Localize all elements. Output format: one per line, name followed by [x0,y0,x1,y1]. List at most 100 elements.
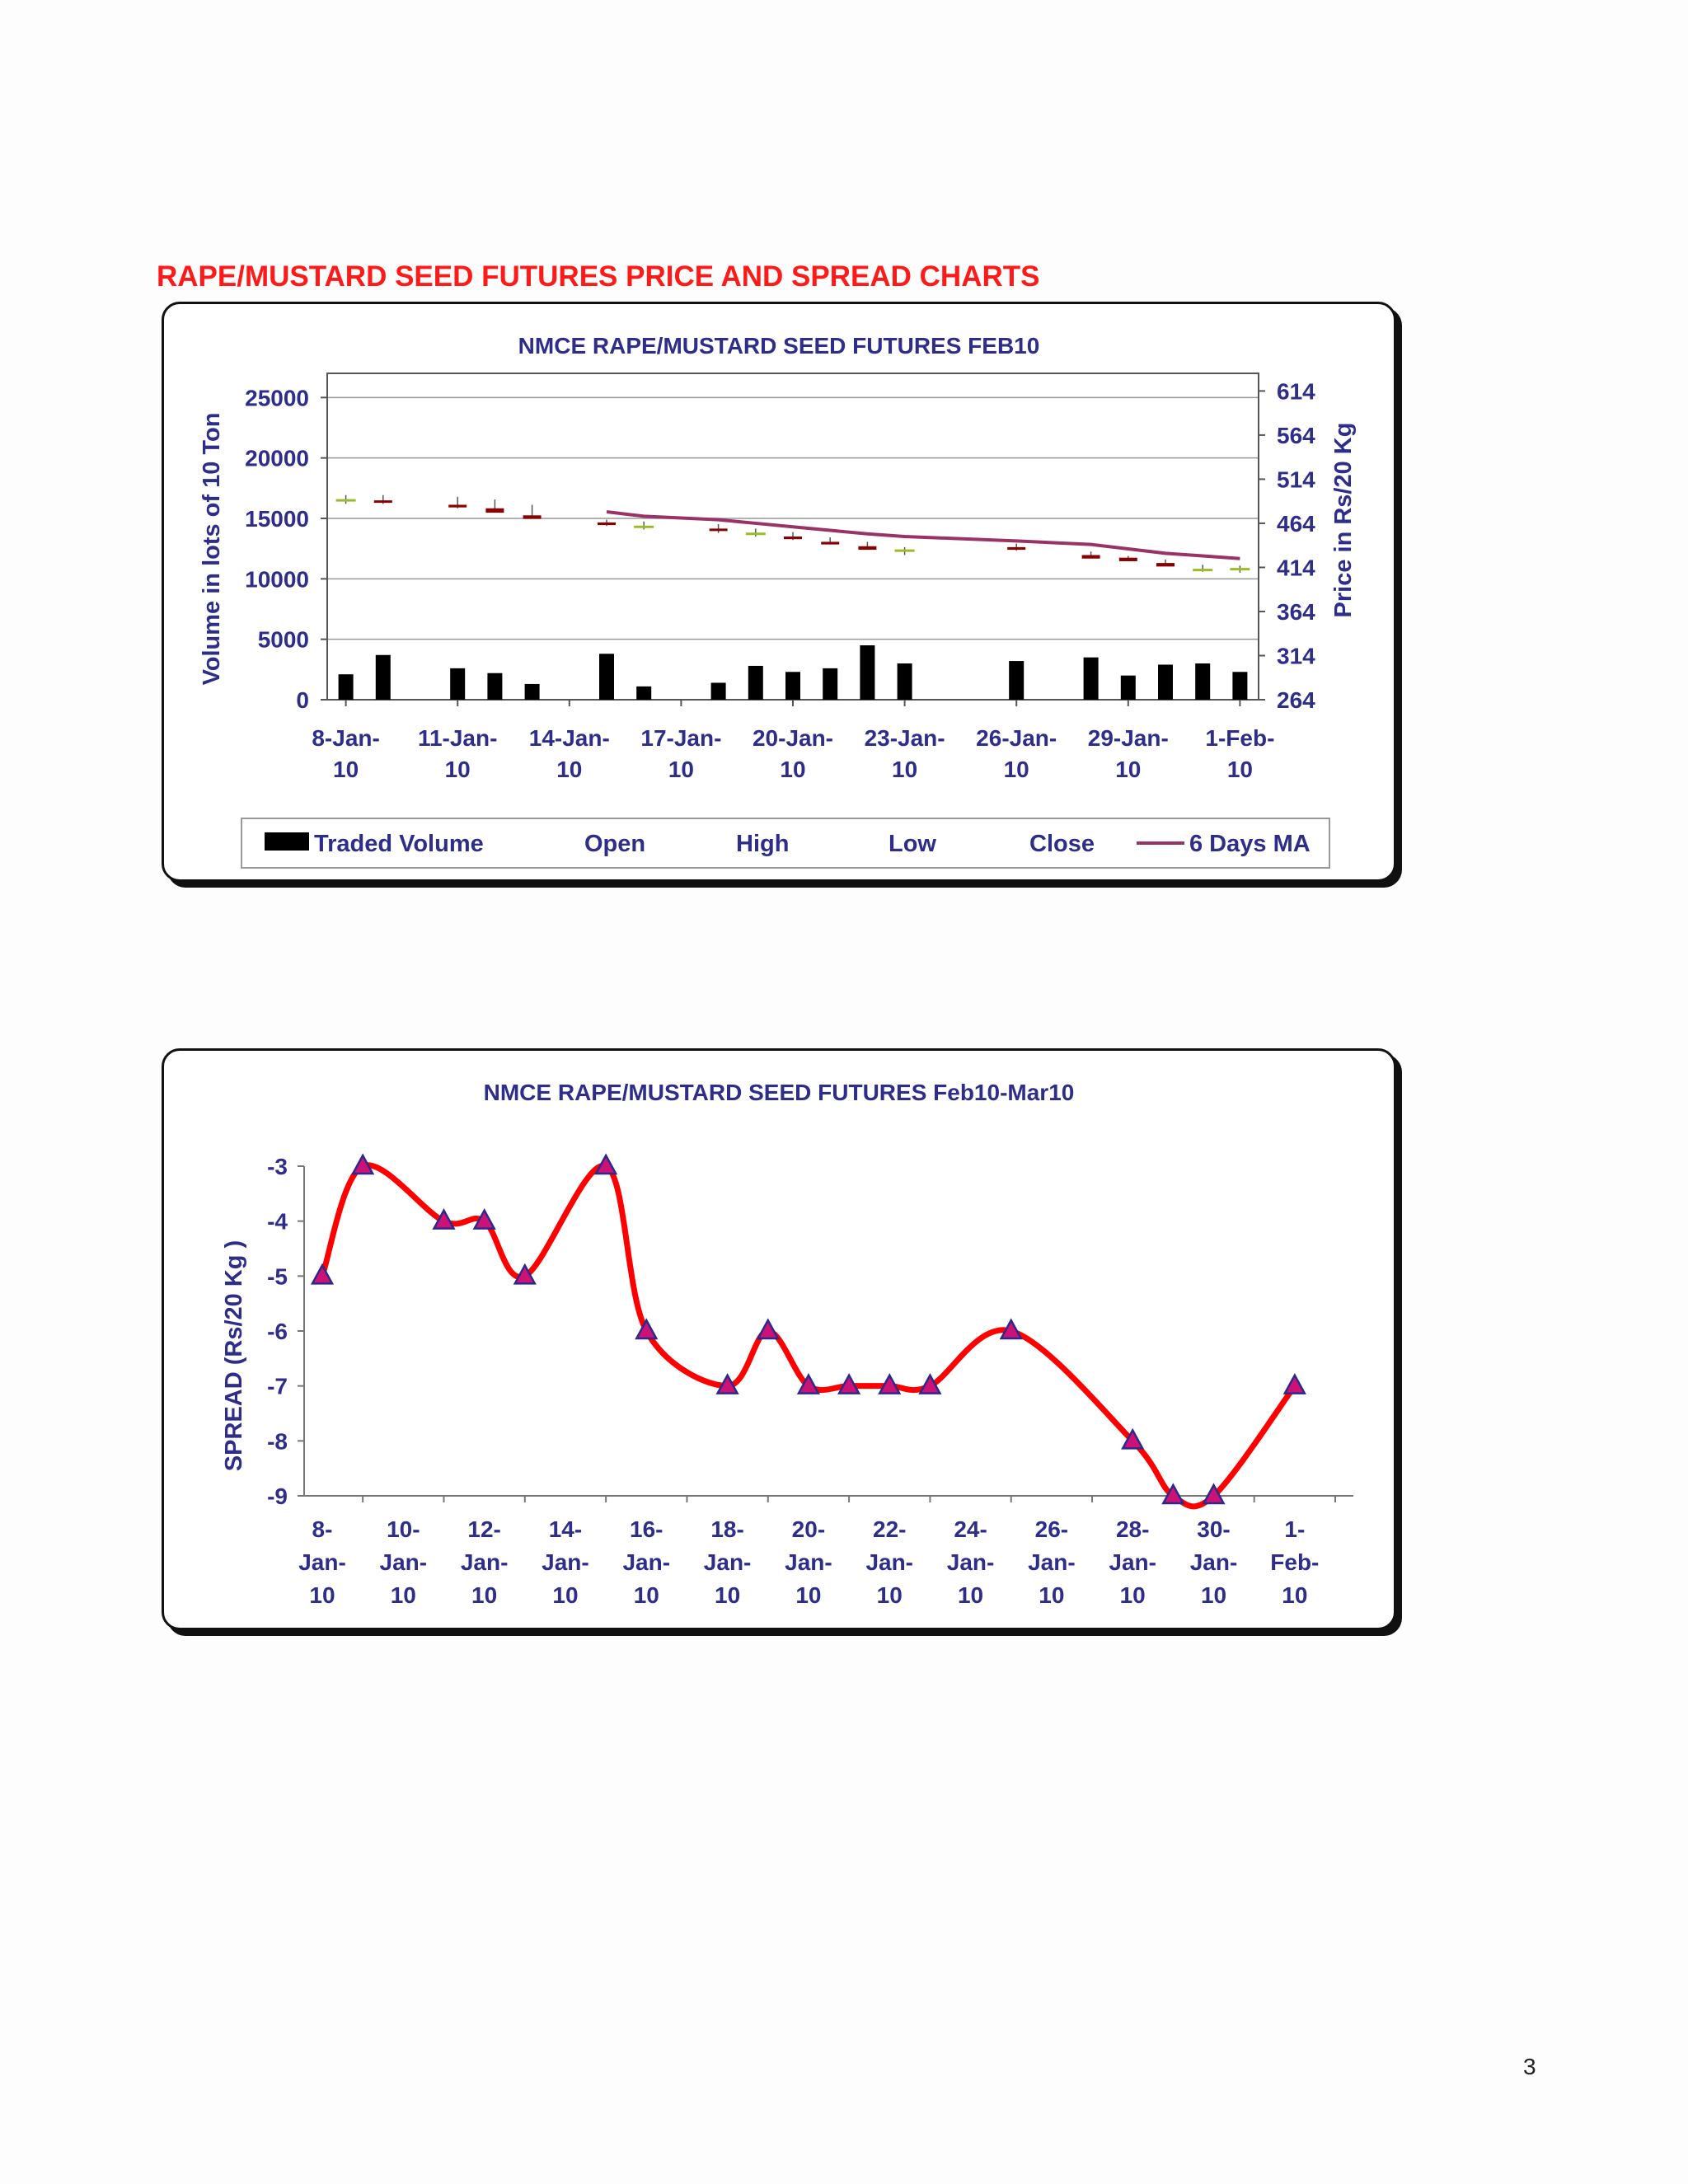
x-tick-line: 1- [1284,1516,1305,1542]
y2-tick-label: 314 [1277,643,1315,668]
legend-close-label: Close [1029,831,1095,857]
legend-open-label: Open [584,831,645,857]
y-tick-label: 20000 [245,446,309,471]
spread-point [310,1263,335,1285]
x-tick-line: 10 [715,1582,740,1608]
x-tick-line: Jan- [380,1549,428,1575]
candle-body [598,522,616,526]
spread-point [918,1373,942,1394]
x-tick-line: 26- [1035,1516,1068,1542]
candle-body [858,546,877,551]
spread-point [513,1263,537,1285]
volume-bar [1195,663,1211,700]
candle-body [373,500,392,504]
volume-bar [1232,672,1248,700]
volume-bar [748,665,763,700]
y-axis-title: SPREAD (Rs/20 Kg ) [221,1240,247,1471]
legend-volume-swatch [265,832,309,851]
spread-chart: NMCE RAPE/MUSTARD SEED FUTURES Feb10-Mar… [221,1080,1353,1608]
volume-bar [375,654,391,700]
spread-point [472,1208,496,1230]
x-tick-label: 10- Jan- 10 [380,1516,428,1608]
x-tick-line: 14-Jan- [529,725,610,751]
x-tick-line: 10 [556,757,582,782]
x-tick-line: 10 [333,757,359,782]
x-tick-label: 8-Jan- 10 [312,725,379,782]
x-tick-label: 22- Jan- 10 [865,1516,913,1608]
spread-point [837,1373,861,1394]
x-tick-line: 16- [630,1516,663,1542]
x-tick-line: 10 [668,757,694,782]
volume-bar [599,654,614,700]
x-tick-line: 10 [1282,1582,1307,1608]
x-tick-line: 18- [710,1516,743,1542]
page-heading: RAPE/MUSTARD SEED FUTURES PRICE AND SPRE… [157,260,1040,293]
x-tick-label: 16- Jan- 10 [622,1516,670,1608]
candle-body [1156,563,1175,567]
x-tick-line: Jan- [865,1549,913,1575]
spread-point [1282,1373,1306,1394]
x-tick-line: 26-Jan- [976,725,1057,751]
x-tick-line: 8- [312,1516,333,1542]
x-tick-line: 10 [892,757,917,782]
x-tick-line: 10 [552,1582,578,1608]
spread-point [756,1318,780,1340]
x-tick-line: 11-Jan- [418,725,498,751]
spread-point [635,1318,659,1340]
x-tick-label: 12- Jan- 10 [461,1516,509,1608]
candle-body [1007,546,1026,551]
volume-bar [1009,661,1025,700]
y-tick-label: 15000 [245,506,309,532]
x-tick-label: 20-Jan- 10 [753,725,833,782]
volume-bar [1083,657,1099,700]
x-tick-line: 8-Jan- [312,725,379,751]
y2-tick-label: 514 [1277,466,1315,492]
x-tick-line: 22- [873,1516,906,1542]
x-tick-label: 30- Jan- 10 [1190,1516,1238,1608]
y-tick-label: -3 [267,1154,288,1179]
x-tick-line: 10 [445,757,471,782]
x-tick-line: Jan- [1190,1549,1238,1575]
volume-bar [450,668,466,700]
y-tick-label: -4 [267,1209,288,1235]
x-tick-line: 10 [958,1582,983,1608]
x-tick-line: 10 [1004,757,1029,782]
x-tick-line: 10 [309,1582,335,1608]
y2-tick-label: 464 [1277,511,1315,537]
candle-body [821,541,840,545]
x-tick-label: 8-Jan-10 [298,1516,346,1608]
page-number: 3 [1523,2054,1536,2079]
x-tick-line: 23-Jan- [865,725,945,751]
legend-high-label: High [736,831,789,857]
x-tick-line: 10 [471,1582,497,1608]
x-tick-line: 10 [877,1582,903,1608]
spread-point [1121,1427,1145,1450]
x-tick-label: 18- Jan- 10 [704,1516,752,1608]
spread-point [1202,1483,1226,1505]
x-tick-line: Jan- [622,1549,670,1575]
x-tick-label: 14-Jan- 10 [529,725,610,782]
candle-body [1081,555,1100,559]
y2-tick-label: 414 [1277,555,1315,580]
x-tick-line: 10 [795,1582,821,1608]
y2-tick-label: 364 [1277,599,1315,625]
spread-point [1161,1483,1185,1505]
spread-point [999,1318,1023,1340]
candle-body [523,515,542,519]
x-tick-label: 26- Jan- 10 [1028,1516,1076,1608]
volume-bar [710,682,726,700]
x-tick-line: 17-Jan- [640,725,721,751]
chart-title: NMCE RAPE/MUSTARD SEED FUTURES Feb10-Mar… [484,1080,1075,1105]
y-tick-label: -6 [267,1319,288,1344]
price-volume-chart: NMCE RAPE/MUSTARD SEED FUTURES FEB10 0 500… [199,333,1357,869]
chart-legend: Traded Volume Open High Low Close 6 Days MA [241,818,1330,869]
y-tick-label: 10000 [245,566,309,592]
x-tick-line: 30- [1197,1516,1230,1542]
legend-volume-label: Traded Volume [314,831,484,857]
y-tick-label: 5000 [258,627,309,653]
spread-point [878,1373,902,1394]
x-tick-line: 10 [780,757,805,782]
volume-bar [636,686,652,700]
x-tick-label: 1- Feb- 10 [1270,1516,1319,1608]
x-tick-label: 24- Jan- 10 [947,1516,995,1608]
